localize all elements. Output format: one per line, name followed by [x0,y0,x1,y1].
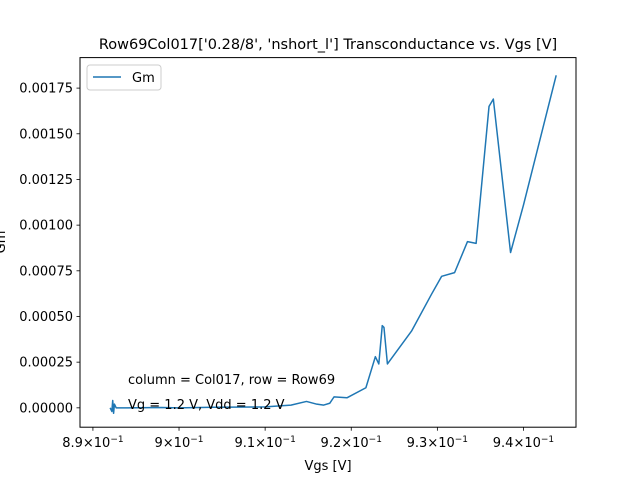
x-tick-label: 9.4×10−1 [493,435,554,451]
series-line-gm [109,75,557,415]
annotation-location: column = Col017, row = Row69 [128,373,335,388]
legend-box [86,64,162,91]
y-tick-label: 0.00150 [19,127,73,142]
y-tick-label: 0.00075 [19,264,73,279]
x-axis-ticks: 8.9×10−1 9×10−1 9.1×10−1 9.2×10−1 9.3×10−1 9.… [62,427,554,451]
y-tick-label: 0.00000 [19,401,73,416]
plot-frame [79,57,577,428]
series-layer [109,75,557,415]
x-tick-label: 9.3×10−1 [407,435,468,451]
y-tick-label: 0.00050 [19,310,73,325]
y-axis-label: Gm [0,231,9,254]
y-tick-label: 0.00100 [19,219,73,234]
y-tick-label: 0.00025 [19,356,73,371]
y-tick-label: 0.00175 [19,82,73,97]
legend-label: Gm [132,71,155,86]
x-tick-label: 9×10−1 [155,435,204,451]
y-axis-ticks: 0.00000 0.00025 0.00050 0.00075 0.00100 0.001… [19,82,80,416]
x-axis-label: Vgs [V] [304,459,351,474]
x-tick-label: 9.2×10−1 [321,435,382,451]
x-tick-label: 8.9×10−1 [62,435,123,451]
y-tick-label: 0.00125 [19,173,73,188]
chart-title: Row69Col017['0.28/8', 'nshort_l'] Transc… [99,37,557,53]
legend: Gm [86,64,162,91]
annotation-voltages: Vg = 1.2 V, Vdd = 1.2 V [128,398,285,413]
x-tick-label: 9.1×10−1 [234,435,295,451]
